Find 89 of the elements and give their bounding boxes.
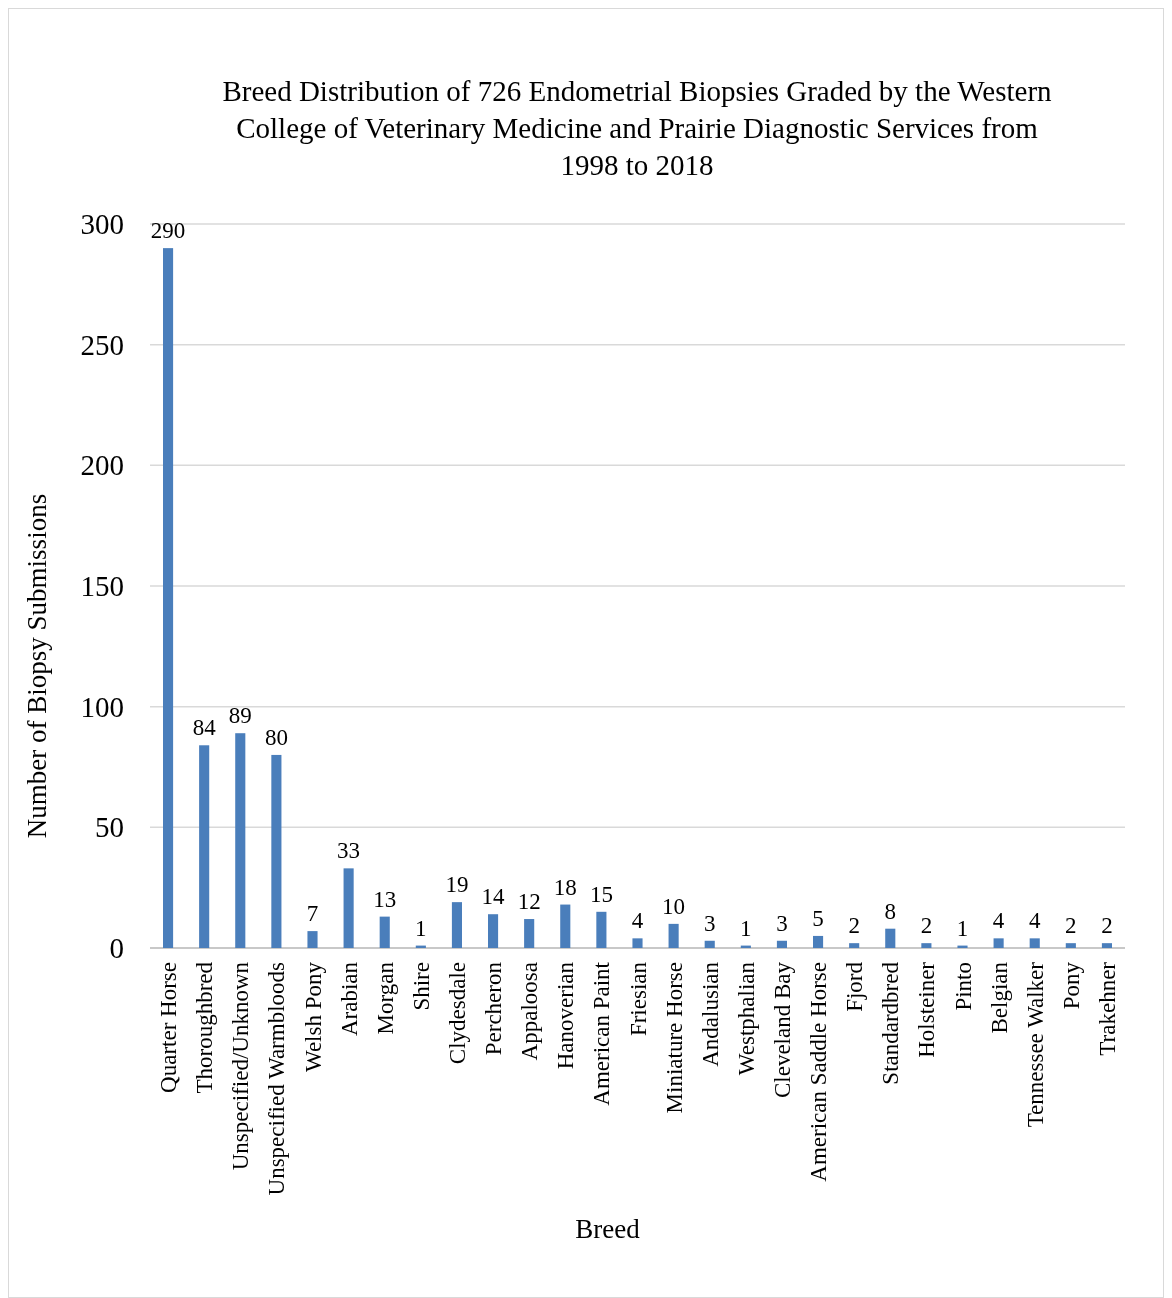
data-label: 18 — [553, 874, 577, 900]
bar — [813, 935, 824, 948]
bar — [776, 940, 787, 948]
x-tick-label: Trakehner — [1094, 961, 1120, 1056]
bar — [1065, 943, 1076, 948]
data-label: 12 — [517, 889, 541, 915]
bar — [163, 248, 174, 948]
x-tick-label: Fjord — [842, 961, 868, 1012]
data-label: 19 — [445, 872, 469, 898]
data-label: 33 — [337, 838, 361, 864]
data-label: 4 — [992, 908, 1005, 934]
y-tick-label: 100 — [80, 690, 124, 723]
data-label: 80 — [264, 724, 288, 750]
data-label: 13 — [373, 886, 397, 912]
y-tick-label: 150 — [80, 570, 124, 603]
data-label: 7 — [306, 901, 319, 927]
bar — [524, 919, 535, 948]
data-label: 1 — [956, 915, 969, 941]
x-tick-label: Percheron — [481, 961, 507, 1056]
x-tick-label: Arabian — [336, 961, 362, 1037]
y-tick-label: 50 — [95, 811, 124, 844]
data-label: 14 — [481, 884, 506, 910]
data-label: 4 — [631, 908, 644, 934]
x-tick-label: Westphalian — [733, 961, 759, 1076]
bar — [993, 938, 1004, 948]
data-label: 3 — [703, 910, 716, 936]
x-tick-label: Standardbred — [878, 961, 904, 1085]
x-tick-label: Belgian — [986, 961, 1012, 1034]
data-label: 2 — [1101, 913, 1113, 939]
data-label: 3 — [776, 910, 788, 936]
data-label: 290 — [150, 218, 186, 244]
x-tick-label: Thoroughbred — [192, 961, 218, 1094]
y-tick-label: 250 — [80, 328, 124, 361]
x-tick-label: Clydesdale — [444, 962, 470, 1065]
bar — [885, 928, 896, 948]
y-tick-label: 0 — [109, 932, 124, 965]
data-label: 84 — [192, 715, 217, 741]
x-tick-label: Pony — [1058, 961, 1084, 1010]
x-tick-label: Appaloosa — [517, 962, 543, 1061]
data-label: 5 — [812, 905, 824, 931]
y-axis-title: Number of Biopsy Submissions — [22, 493, 52, 839]
y-tick-label: 200 — [80, 449, 124, 482]
x-axis-title: Breed — [575, 1214, 641, 1244]
x-tick-label: Hanoverian — [553, 961, 579, 1070]
data-label: 1 — [415, 915, 427, 941]
chart-title: Breed Distribution of 726 Endometrial Biopsies Graded by the Western College of Veterinary Medicine and Prairie Diagnostic Services from 1998 to 2018 — [222, 75, 1053, 181]
bar — [235, 733, 246, 948]
data-label: 1 — [740, 915, 752, 941]
bar — [704, 940, 715, 948]
x-tick-label: Quarter Horse — [156, 962, 182, 1093]
bar — [379, 916, 390, 948]
x-tick-label: Morgan — [372, 961, 398, 1035]
bar — [632, 938, 643, 948]
bar — [596, 911, 607, 948]
data-label: 2 — [848, 913, 860, 939]
bar — [307, 931, 318, 948]
data-label: 89 — [228, 703, 252, 729]
x-tick-label: Miniature Horse — [661, 962, 687, 1114]
x-tick-label: Friesian — [625, 961, 651, 1037]
bar — [668, 923, 679, 948]
x-tick-label: Unspecified Warmbloods — [264, 961, 290, 1196]
data-label: 10 — [662, 893, 686, 919]
bar — [343, 868, 354, 948]
x-tick-label: Cleveland Bay — [769, 961, 795, 1099]
x-tick-label: Shire — [408, 962, 434, 1011]
data-label: 2 — [1065, 913, 1077, 939]
data-label: 2 — [920, 913, 933, 939]
bar — [488, 914, 499, 948]
x-tick-label: Holsteiner — [914, 961, 940, 1058]
y-tick-label: 300 — [80, 208, 124, 241]
bar — [451, 902, 462, 948]
data-label: 4 — [1028, 908, 1041, 934]
x-tick-label: Unspecified/Unknown — [228, 961, 254, 1171]
x-tick-label: American Paint — [589, 961, 615, 1106]
bar — [1029, 938, 1040, 948]
x-tick-label: Andalusian — [697, 961, 723, 1067]
bar — [921, 943, 932, 948]
bar — [849, 943, 860, 948]
bar — [271, 754, 282, 948]
x-tick-label: American Saddle Horse — [806, 962, 832, 1182]
x-tick-label: Tennessee Walker — [1022, 961, 1048, 1128]
data-label: 15 — [589, 881, 613, 907]
x-tick-label: Pinto — [950, 962, 976, 1011]
bar — [199, 745, 210, 948]
data-label: 8 — [884, 898, 897, 924]
bar — [1101, 943, 1112, 948]
x-tick-label: Welsh Pony — [300, 961, 326, 1072]
bar — [957, 945, 968, 948]
bar — [560, 904, 571, 948]
